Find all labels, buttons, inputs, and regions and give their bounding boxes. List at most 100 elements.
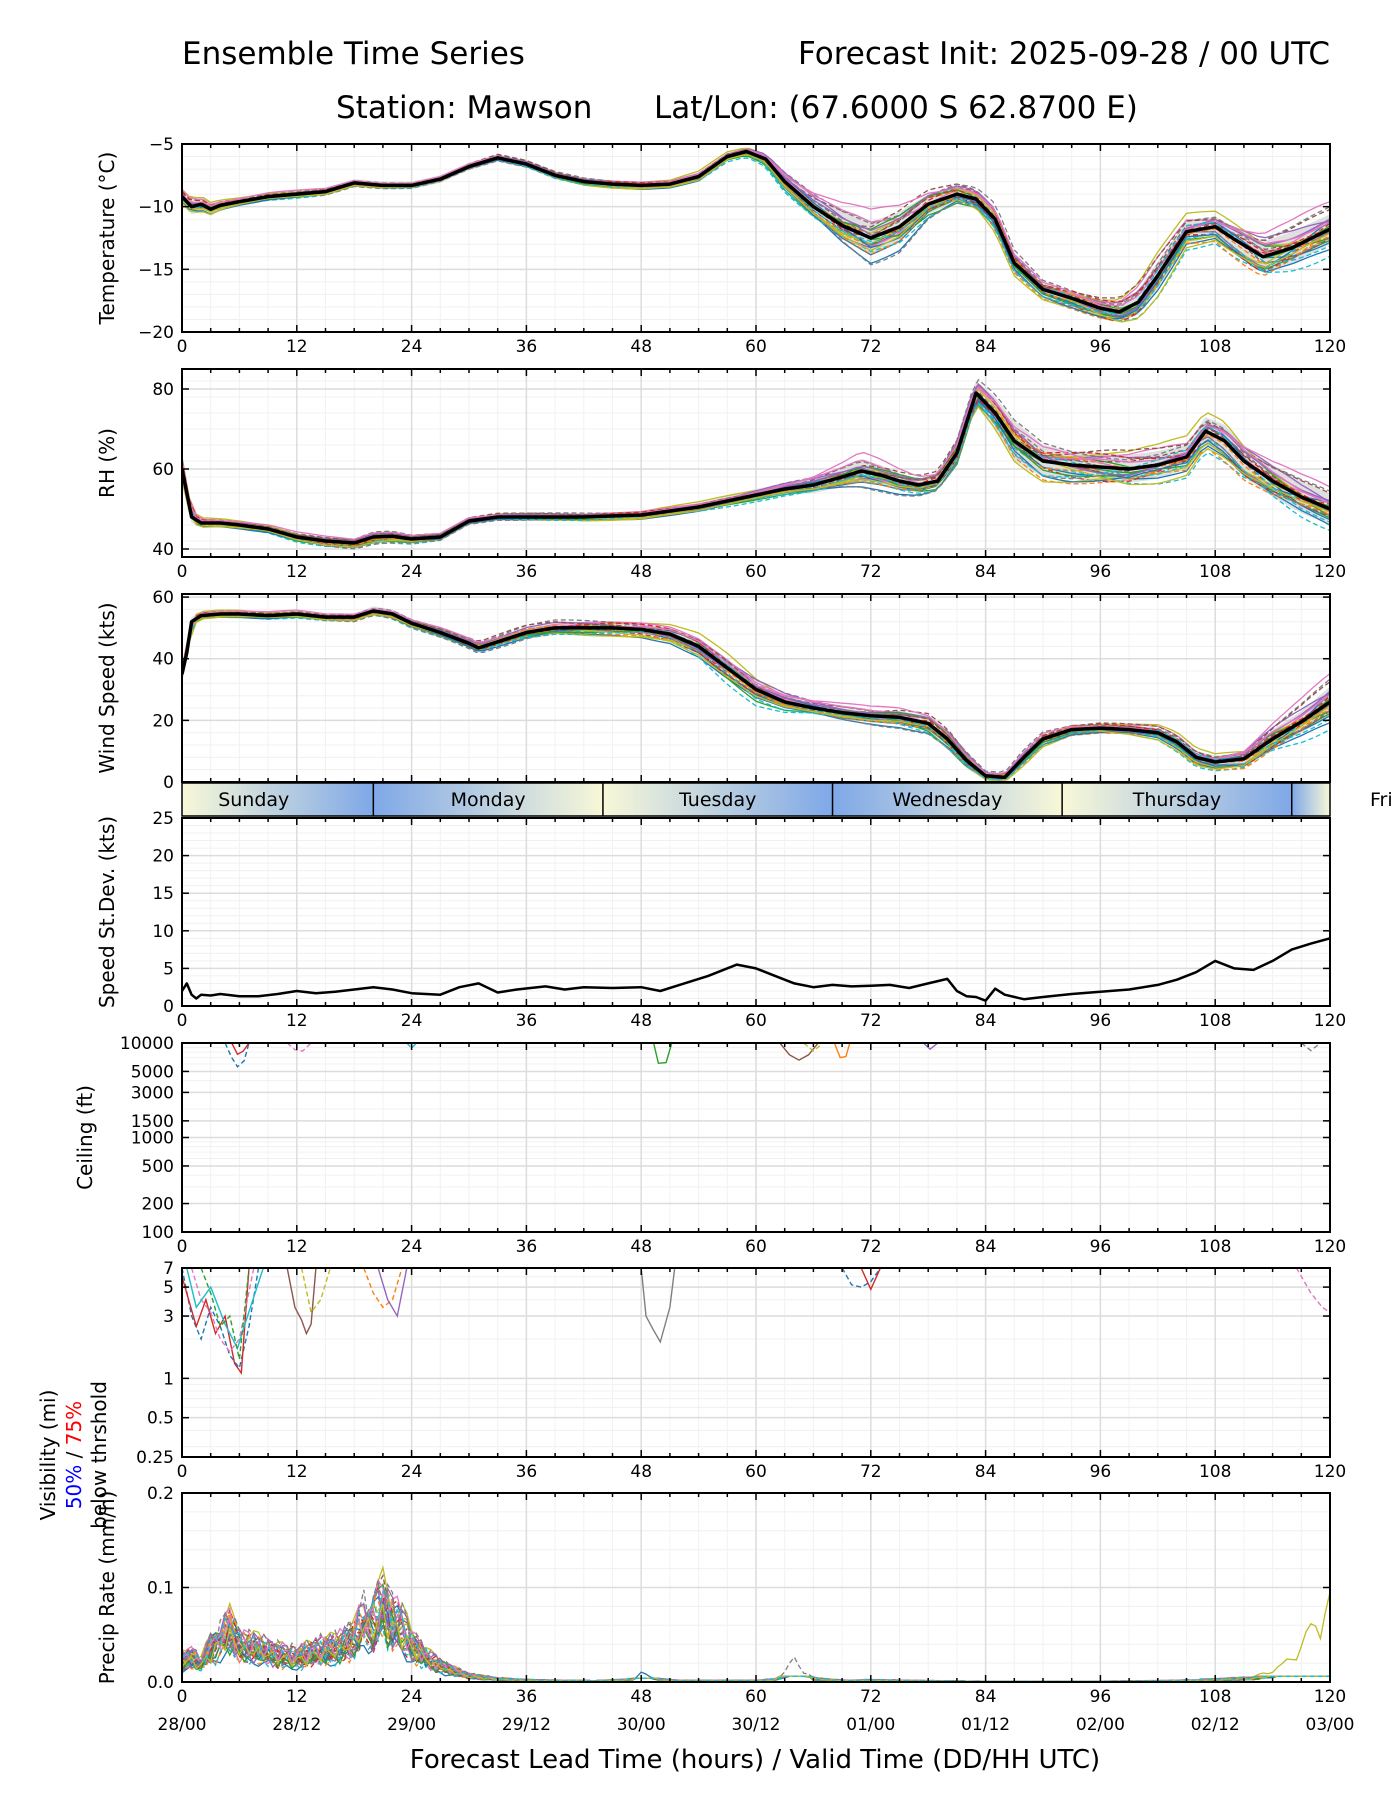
x-tick-label: 24 [401, 1011, 423, 1031]
x-tick-label: 72 [860, 1237, 882, 1257]
x-tick-label: 84 [975, 1687, 997, 1707]
y-tick-label: 60 [152, 460, 174, 480]
x-tick-label: 48 [630, 337, 652, 357]
latlon-label: Lat/Lon: (67.6000 S 62.8700 E) [654, 90, 1138, 126]
panel-speed_stdev: 0 5 10 15 20 25 0 12 24 36 48 60 72 84 96 108 120 Speed S… [95, 809, 1346, 1031]
ceiling-member-line [803, 1043, 824, 1053]
y-tick-label: 1500 [131, 1112, 174, 1132]
ensemble-mean-line [182, 391, 1330, 545]
ensemble-member-line [182, 384, 1330, 547]
station-label: Station: Mawson [336, 90, 592, 126]
day-strip-frame [181, 782, 1331, 817]
spread-band [182, 381, 1330, 547]
x-tick-label: 60 [745, 1011, 767, 1031]
x-tick-label: 108 [1199, 1011, 1231, 1031]
y-tick-label: 0.2 [147, 1484, 174, 1504]
x-tick-label: 96 [1090, 1237, 1112, 1257]
day-label: Monday [451, 789, 526, 811]
y-tick-label: 25 [152, 809, 174, 829]
x-tick-label: 24 [401, 337, 423, 357]
y-tick-label: 0.1 [147, 1579, 174, 1599]
valid-time-label: 28/12 [272, 1715, 321, 1735]
ensemble-member-line [182, 393, 1330, 541]
ensemble-member-line [182, 613, 1330, 778]
x-tick-label: 48 [630, 1462, 652, 1482]
valid-time-label: 01/12 [961, 1715, 1010, 1735]
x-tick-label: 12 [286, 1462, 308, 1482]
x-tick-label: 0 [177, 1237, 188, 1257]
x-tick-label: 120 [1314, 562, 1346, 582]
x-tick-label: 60 [745, 1237, 767, 1257]
visibility-ylabel-line1: Visibility (mi) [36, 1390, 60, 1521]
y-tick-label: 10 [152, 922, 174, 942]
x-tick-label: 36 [516, 1011, 538, 1031]
y-axis-label: Temperature (°C) [95, 152, 119, 326]
x-tick-label: 108 [1199, 562, 1231, 582]
plot-area-ceiling [224, 1043, 1321, 1068]
y-tick-label: 80 [152, 380, 174, 400]
x-tick-label: 72 [860, 1687, 882, 1707]
valid-time-label: 02/12 [1191, 1715, 1240, 1735]
vis-50-label: 50% [62, 1465, 86, 1509]
y-tick-label: 200 [142, 1195, 174, 1215]
x-tick-label: 60 [745, 337, 767, 357]
visibility-member-line [860, 1268, 882, 1292]
precip-member-line [182, 1611, 1330, 1682]
y-tick-label: 3000 [131, 1083, 174, 1103]
plot-area-wind [182, 606, 1330, 782]
y-tick-label: 5 [163, 959, 174, 979]
ceiling-member-line [1300, 1043, 1321, 1052]
y-tick-label: 0.0 [147, 1673, 174, 1693]
y-tick-label: 0.25 [136, 1448, 174, 1468]
x-tick-label: 96 [1090, 337, 1112, 357]
y-tick-label: 1 [163, 1369, 174, 1389]
visibility-member-line [182, 1268, 260, 1370]
x-tick-label: 72 [860, 562, 882, 582]
ceiling-member-line [406, 1043, 417, 1050]
visibility-member-line [286, 1268, 317, 1336]
panel-visibility: 0.25 0.5 1 3 57 0 12 24 36 48 60 72 84 96 108 120 [136, 1259, 1346, 1482]
panel-wind: 0 20 40 60 Wind Speed (kts) [95, 588, 1331, 793]
y-tick-label: 3 [163, 1307, 174, 1327]
x-tick-label: 96 [1090, 1462, 1112, 1482]
ensemble-mean-line [182, 609, 1330, 780]
visibility-member-line [363, 1268, 403, 1309]
day-cell [1291, 783, 1330, 816]
visibility-ylabel-line3: below thrshold [87, 1381, 111, 1529]
panel-temperature: −20 −15 −10 −5 0 12 24 36 48 60 72 84 96 108 120 Temper… [95, 135, 1346, 357]
ensemble-member-line [182, 151, 1330, 314]
y-tick-label: 40 [152, 650, 174, 670]
x-tick-label: 12 [286, 1237, 308, 1257]
visibility-member-line [200, 1268, 250, 1360]
y-tick-label: 0 [163, 773, 174, 793]
y-tick-label: 1000 [131, 1129, 174, 1149]
valid-time-label: 30/12 [732, 1715, 781, 1735]
y-tick-label: 7 [163, 1259, 174, 1279]
x-tick-label: 72 [860, 337, 882, 357]
y-axis-label: RH (%) [95, 428, 119, 498]
x-tick-label: 0 [177, 1462, 188, 1482]
ceiling-member-line [652, 1043, 673, 1065]
day-cell [832, 783, 1063, 816]
day-cell [1062, 783, 1292, 816]
x-tick-label: 72 [860, 1462, 882, 1482]
plot-area-rh [182, 378, 1330, 550]
x-tick-label: 120 [1314, 1462, 1346, 1482]
x-tick-label: 36 [516, 562, 538, 582]
visibility-member-line [841, 1268, 881, 1288]
vis-75-label: 75% [62, 1401, 86, 1445]
x-tick-label: 96 [1090, 1687, 1112, 1707]
y-tick-label: 5 [163, 1278, 174, 1298]
x-tick-label: 36 [516, 337, 538, 357]
ensemble-member-line [182, 150, 1330, 306]
day-label: Fri [1370, 789, 1393, 811]
visibility-member-line [1295, 1268, 1330, 1313]
ceiling-member-line [833, 1043, 851, 1059]
y-tick-label: 40 [152, 540, 174, 560]
x-tick-label: 120 [1314, 1687, 1346, 1707]
valid-time-label: 29/00 [387, 1715, 436, 1735]
x-tick-label: 36 [516, 1237, 538, 1257]
ensemble-mean-line [182, 149, 1330, 314]
x-tick-label: 12 [286, 562, 308, 582]
x-tick-label: 48 [630, 1011, 652, 1031]
